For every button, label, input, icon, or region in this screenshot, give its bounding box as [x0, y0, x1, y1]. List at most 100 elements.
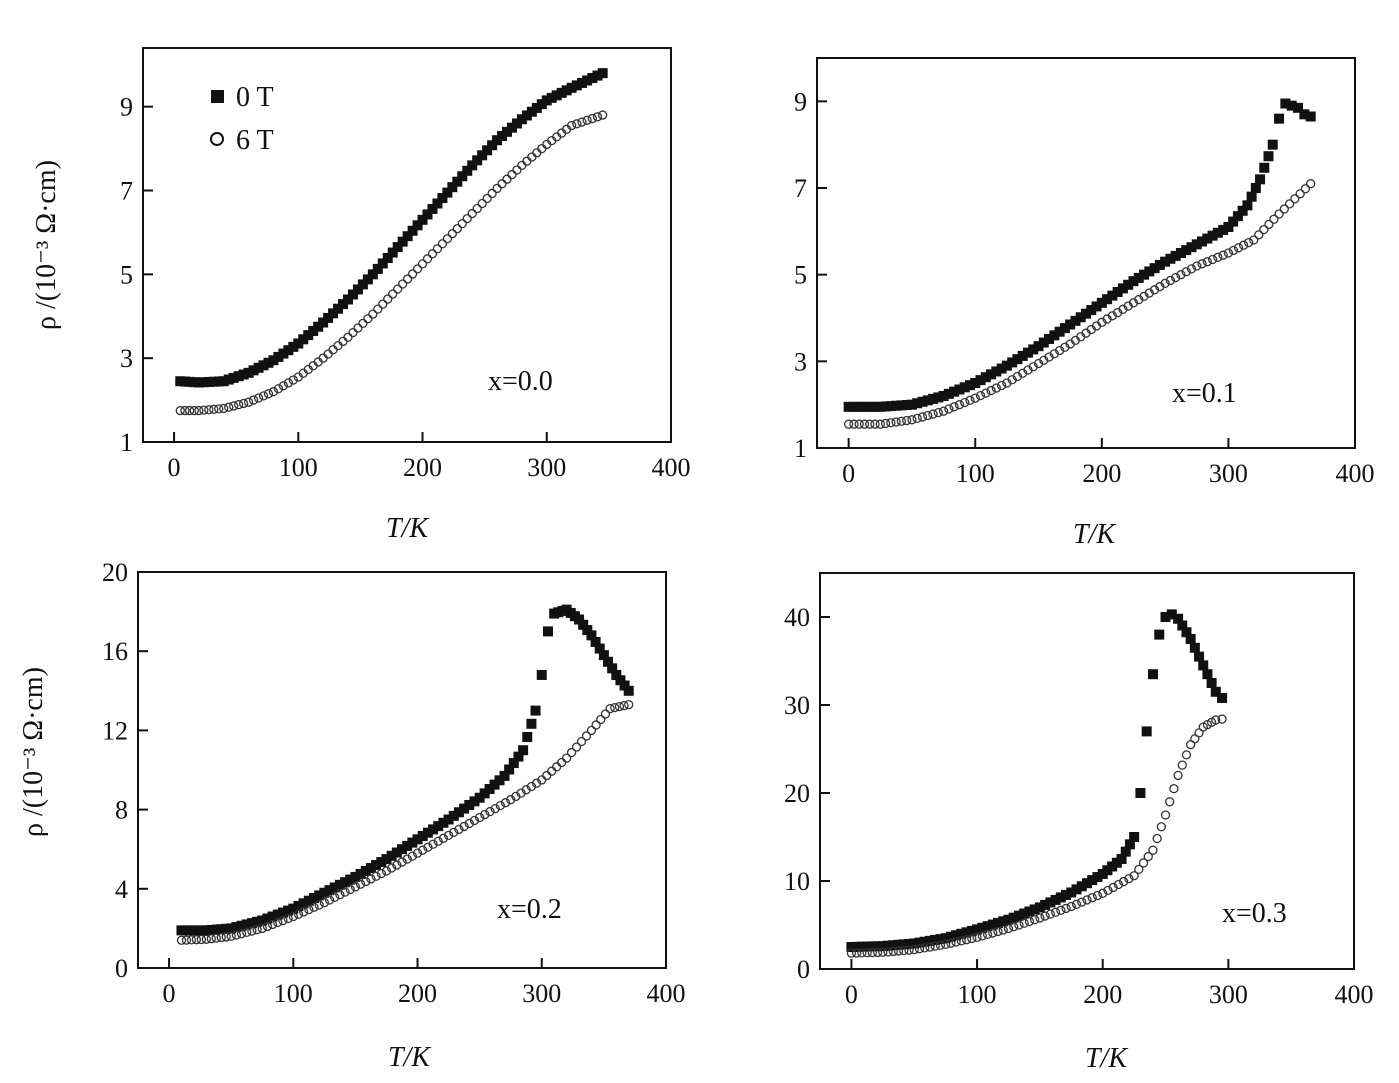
data-point-6t: [191, 935, 202, 945]
data-point-0t: [371, 860, 382, 871]
data-point-6t: [231, 930, 242, 940]
y-tick-label: 40: [784, 603, 810, 632]
data-point-0t: [340, 877, 351, 888]
data-point-6t: [940, 939, 951, 950]
data-point-0t: [924, 935, 935, 946]
tick-group: 0 100 200 300 400 1 3 5 7 9: [120, 93, 691, 482]
data-point-0t: [870, 401, 881, 412]
data-point-6t: [1228, 245, 1239, 256]
data-point-0t: [1206, 678, 1217, 688]
data-point-0t: [442, 187, 453, 198]
data-point-6t: [209, 404, 219, 414]
data-point-6t: [878, 947, 888, 957]
y-tick-label: 20: [102, 558, 128, 587]
data-point-6t: [1269, 214, 1279, 224]
data-point-0t: [996, 363, 1007, 374]
data-point-0t: [1181, 627, 1192, 638]
data-point-6t: [304, 904, 314, 915]
data-point-6t: [849, 419, 859, 429]
data-point-0t: [303, 895, 314, 906]
data-point-0t: [1189, 642, 1200, 653]
x-tick-label: 300: [1209, 459, 1248, 488]
data-point-6t: [383, 294, 393, 304]
data-point-0t: [1154, 259, 1165, 270]
data-point-6t: [577, 117, 587, 127]
data-point-0t: [998, 916, 1009, 927]
data-point-0t: [1223, 222, 1234, 232]
data-point-6t: [946, 938, 956, 948]
data-point-6t: [909, 944, 919, 955]
data-point-0t: [365, 863, 376, 874]
data-point-6t: [314, 900, 324, 910]
data-point-6t: [556, 757, 567, 768]
data-point-6t: [447, 229, 457, 239]
data-point-6t: [571, 742, 582, 752]
data-point-6t: [996, 380, 1007, 391]
data-point-0t: [1055, 892, 1066, 903]
data-point-6t: [1148, 845, 1158, 855]
data-point-6t: [236, 929, 247, 939]
data-point-6t: [348, 327, 358, 338]
data-point-6t: [423, 842, 433, 852]
data-point-6t: [343, 332, 353, 342]
data-point-0t: [262, 913, 273, 924]
data-point-6t: [1066, 901, 1076, 912]
data-point-0t: [1107, 290, 1118, 301]
data-point-6t: [427, 249, 438, 259]
data-point-6t: [288, 911, 298, 922]
data-point-6t: [443, 830, 454, 840]
data-point-0t: [257, 915, 268, 926]
data-point-6t: [982, 929, 993, 940]
data-point-6t: [263, 389, 274, 399]
data-point-0t: [443, 814, 454, 825]
data-point-6t: [267, 919, 278, 930]
data-point-6t: [402, 274, 413, 284]
data-point-6t: [532, 148, 542, 158]
data-point-6t: [610, 702, 620, 713]
data-point-0t: [590, 636, 601, 647]
data-point-0t: [1194, 651, 1205, 662]
data-point-6t: [566, 120, 577, 131]
data-point-6t: [283, 913, 293, 924]
data-point-0t: [1166, 609, 1177, 620]
data-point-6t: [561, 753, 572, 763]
data-point-6t: [547, 766, 557, 776]
y-tick-label: 16: [102, 637, 128, 666]
data-point-6t: [497, 179, 507, 189]
x-tick-label: 200: [1082, 459, 1121, 488]
data-point-0t: [571, 80, 582, 91]
data-point-0t: [1202, 669, 1213, 680]
data-point-6t: [1087, 893, 1097, 903]
data-point-0t: [991, 366, 1002, 377]
data-point-0t: [1154, 629, 1165, 640]
x-tick-label: 100: [274, 979, 313, 1008]
data-point-6t: [596, 714, 606, 725]
data-point-0t: [977, 922, 988, 933]
data-point-0t: [1165, 253, 1176, 264]
data-point-6t: [454, 824, 464, 835]
data-point-6t: [1009, 922, 1019, 932]
data-point-6t: [893, 946, 904, 956]
data-point-6t: [398, 279, 408, 289]
data-point-0t: [875, 401, 886, 412]
data-point-0t: [1082, 878, 1092, 889]
data-point-6t: [324, 895, 335, 905]
data-point-0t: [972, 924, 983, 935]
data-point-6t: [201, 934, 211, 944]
data-point-6t: [928, 409, 938, 419]
data-point-6t: [851, 948, 862, 958]
data-point-0t: [427, 203, 438, 214]
legend-marker-filled-square: [211, 90, 224, 103]
data-point-6t: [1143, 851, 1153, 862]
data-point-6t: [371, 871, 381, 881]
data-point-6t: [1045, 909, 1056, 919]
data-point-0t: [226, 923, 237, 934]
data-point-6t: [309, 902, 319, 912]
x-tick-label: 300: [527, 453, 566, 482]
data-point-0t: [1007, 357, 1018, 368]
data-point-0t: [586, 630, 597, 641]
data-point-6t: [457, 218, 467, 229]
data-point-6t: [880, 418, 891, 429]
x-tick-label: 0: [168, 453, 181, 482]
data-point-0t: [457, 171, 468, 182]
